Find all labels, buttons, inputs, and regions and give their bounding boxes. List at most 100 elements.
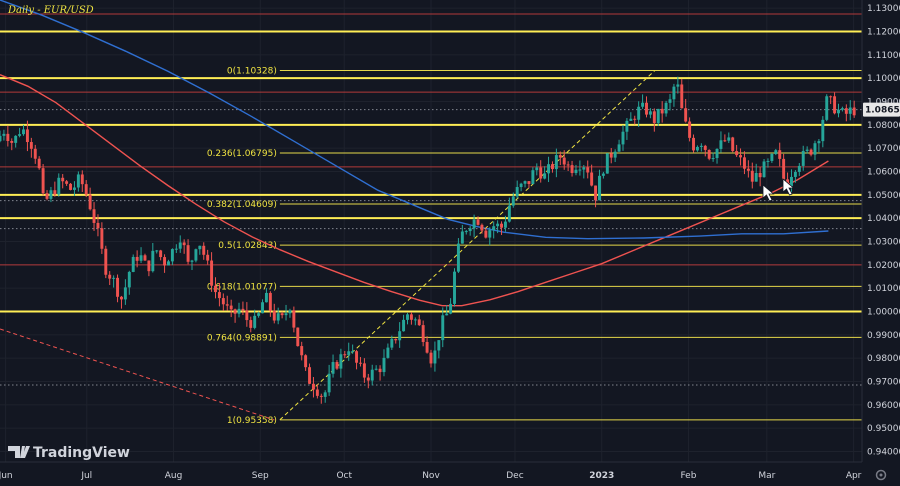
candle-body[interactable] <box>723 140 727 142</box>
candle-body[interactable] <box>49 190 53 199</box>
candle-body[interactable] <box>625 120 629 132</box>
candle-body[interactable] <box>844 108 848 114</box>
candle-body[interactable] <box>214 285 217 293</box>
candle-body[interactable] <box>347 351 351 356</box>
candle-body[interactable] <box>837 109 840 114</box>
candle-body[interactable] <box>621 131 625 145</box>
candle-body[interactable] <box>18 134 22 136</box>
candle-body[interactable] <box>135 256 139 261</box>
candle-body[interactable] <box>88 194 92 210</box>
candle-body[interactable] <box>245 310 249 321</box>
candle-body[interactable] <box>131 256 135 272</box>
candle-body[interactable] <box>249 320 253 328</box>
candle-body[interactable] <box>257 313 261 316</box>
candle-body[interactable] <box>6 133 10 142</box>
candle-body[interactable] <box>10 141 14 143</box>
candle-body[interactable] <box>362 363 366 378</box>
candle-body[interactable] <box>566 164 570 166</box>
candle-body[interactable] <box>425 341 429 353</box>
candle-body[interactable] <box>805 149 809 151</box>
candle-body[interactable] <box>456 243 460 272</box>
candle-body[interactable] <box>304 355 308 368</box>
candle-body[interactable] <box>554 155 558 170</box>
candle-body[interactable] <box>170 249 174 262</box>
candle-body[interactable] <box>519 183 523 188</box>
candle-body[interactable] <box>515 187 519 197</box>
candle-body[interactable] <box>586 167 590 173</box>
candle-body[interactable] <box>221 298 225 305</box>
candle-body[interactable] <box>288 310 292 314</box>
candle-body[interactable] <box>355 351 359 363</box>
candle-body[interactable] <box>315 389 319 396</box>
candle-body[interactable] <box>217 292 221 299</box>
candle-body[interactable] <box>92 209 96 223</box>
candle-body[interactable] <box>300 346 304 356</box>
candle-body[interactable] <box>578 169 582 171</box>
candle-body[interactable] <box>84 184 88 195</box>
candle-body[interactable] <box>609 153 613 158</box>
candle-body[interactable] <box>570 165 574 174</box>
candle-body[interactable] <box>453 271 456 304</box>
candle-body[interactable] <box>390 338 394 348</box>
candle-body[interactable] <box>429 352 433 364</box>
candle-body[interactable] <box>370 369 374 381</box>
candle-body[interactable] <box>688 121 692 138</box>
candle-body[interactable] <box>382 357 386 373</box>
candle-body[interactable] <box>829 96 833 98</box>
candle-body[interactable] <box>672 86 676 100</box>
candle-body[interactable] <box>598 175 601 201</box>
candle-body[interactable] <box>527 181 531 185</box>
candle-body[interactable] <box>155 250 159 252</box>
candle-body[interactable] <box>711 158 715 160</box>
candle-body[interactable] <box>69 183 72 190</box>
candle-body[interactable] <box>594 185 598 201</box>
candle-body[interactable] <box>770 153 774 161</box>
candle-body[interactable] <box>202 245 206 255</box>
candle-body[interactable] <box>233 309 237 314</box>
candle-body[interactable] <box>523 181 527 184</box>
candle-body[interactable] <box>378 368 382 373</box>
candle-body[interactable] <box>33 148 37 159</box>
candle-body[interactable] <box>684 108 688 122</box>
candle-body[interactable] <box>417 319 421 326</box>
candle-body[interactable] <box>480 224 484 231</box>
candle-body[interactable] <box>539 167 543 179</box>
candle-body[interactable] <box>460 231 464 244</box>
candle-body[interactable] <box>500 223 503 228</box>
candle-body[interactable] <box>147 260 151 272</box>
candle-body[interactable] <box>550 164 554 170</box>
candle-body[interactable] <box>782 158 786 180</box>
candle-body[interactable] <box>664 102 668 114</box>
candle-body[interactable] <box>174 248 178 250</box>
candle-body[interactable] <box>29 142 33 149</box>
candle-body[interactable] <box>754 172 758 182</box>
candle-body[interactable] <box>727 137 731 141</box>
candle-body[interactable] <box>25 129 29 143</box>
candle-body[interactable] <box>766 160 770 162</box>
candle-body[interactable] <box>648 111 652 115</box>
candle-body[interactable] <box>76 174 80 188</box>
candle-body[interactable] <box>409 314 413 320</box>
candle-body[interactable] <box>797 165 801 172</box>
candle-body[interactable] <box>253 315 257 328</box>
price-axis-background[interactable] <box>862 0 900 486</box>
candle-body[interactable] <box>261 302 264 314</box>
candle-body[interactable] <box>41 168 45 194</box>
candle-body[interactable] <box>848 107 852 114</box>
candle-body[interactable] <box>590 172 594 186</box>
candle-body[interactable] <box>484 230 488 238</box>
candle-body[interactable] <box>813 143 817 155</box>
candle-body[interactable] <box>22 129 25 135</box>
candle-body[interactable] <box>601 173 605 176</box>
candle-body[interactable] <box>774 150 778 154</box>
settings-gear-icon[interactable] <box>875 469 887 481</box>
candle-body[interactable] <box>703 145 707 150</box>
candle-body[interactable] <box>296 327 300 347</box>
candle-body[interactable] <box>476 219 480 225</box>
candle-body[interactable] <box>437 340 441 351</box>
candle-body[interactable] <box>96 222 100 229</box>
candle-body[interactable] <box>652 111 656 124</box>
candle-body[interactable] <box>2 133 6 136</box>
candle-body[interactable] <box>386 347 390 358</box>
candle-body[interactable] <box>225 304 229 306</box>
